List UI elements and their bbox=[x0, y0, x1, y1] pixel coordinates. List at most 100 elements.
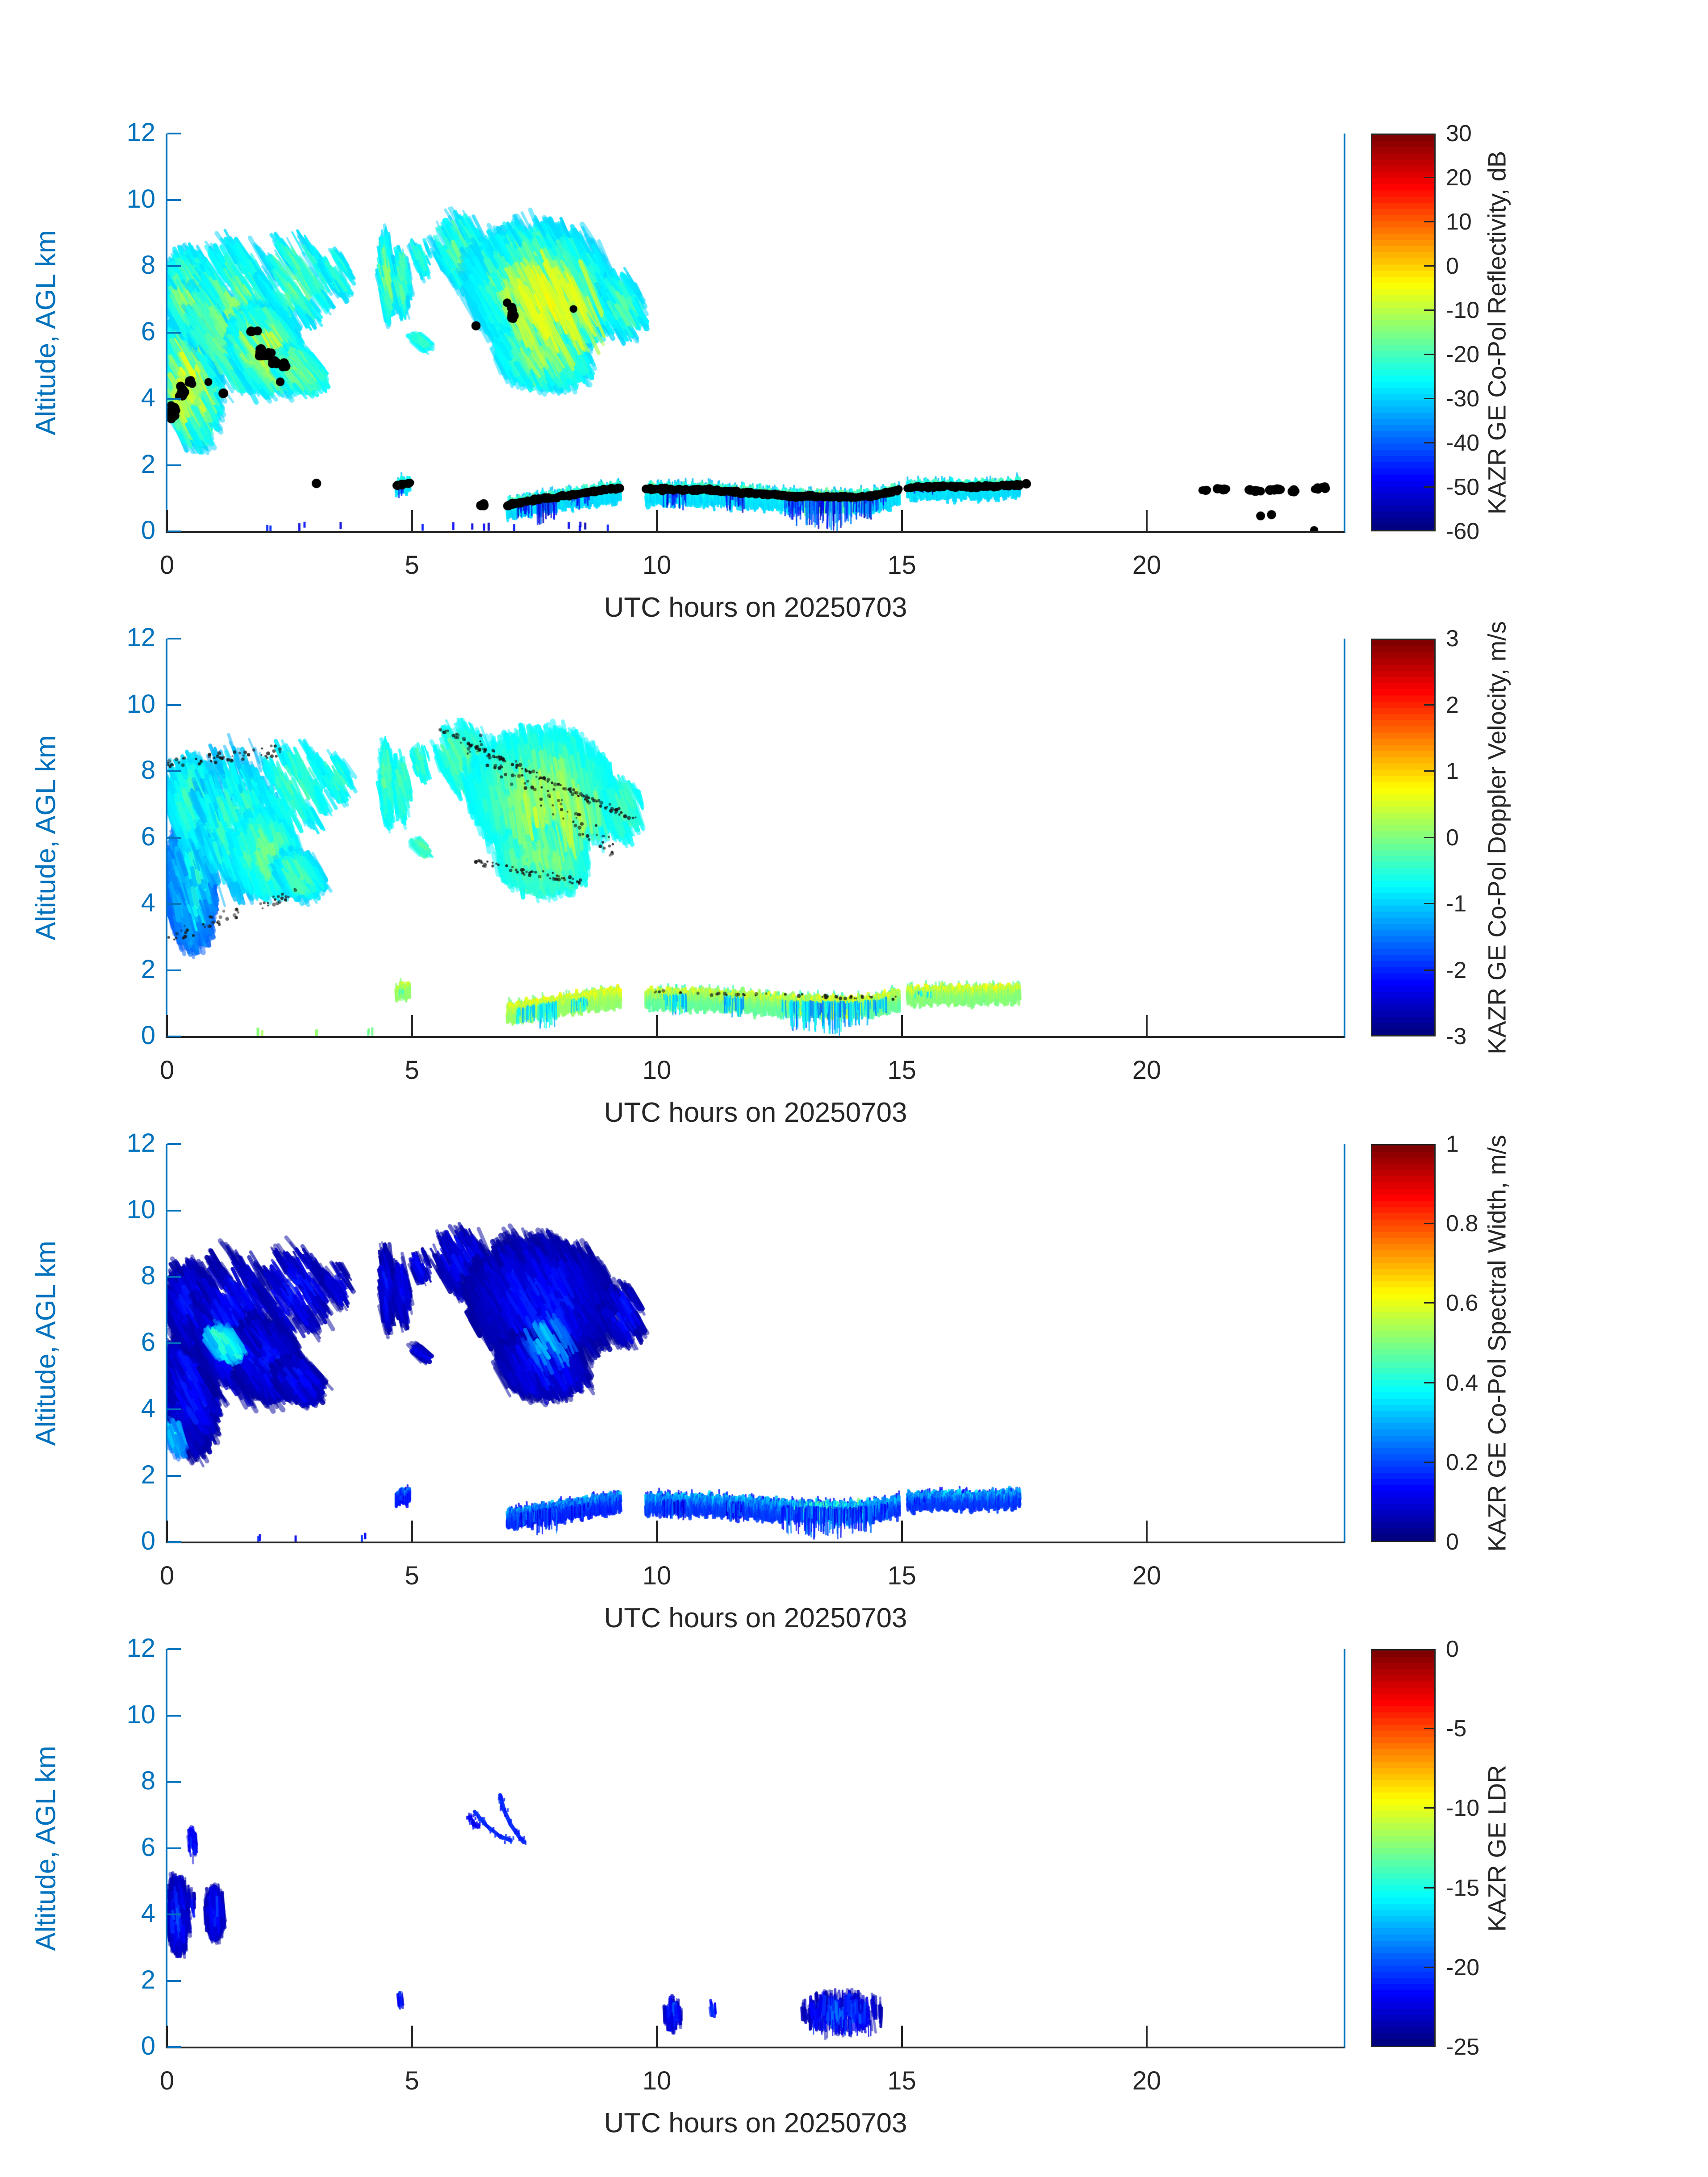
y-tick bbox=[167, 2046, 181, 2048]
x-tick-label: 0 bbox=[159, 1561, 175, 1590]
colorbar-doppler-velocity bbox=[1371, 639, 1436, 1036]
y-tick-label: 4 bbox=[141, 1899, 155, 1928]
y-tick-label: 2 bbox=[141, 954, 155, 984]
x-tick-label: 10 bbox=[642, 1056, 672, 1085]
x-tick bbox=[656, 1521, 658, 1542]
colorbar-tick bbox=[1424, 1966, 1434, 1968]
y-tick-label: 6 bbox=[141, 1832, 155, 1862]
x-tick bbox=[1146, 1015, 1148, 1036]
y-tick bbox=[167, 265, 181, 267]
y-tick bbox=[167, 1781, 181, 1783]
y-tick bbox=[167, 1914, 181, 1915]
y-tick-label: 4 bbox=[141, 383, 155, 412]
y-tick bbox=[167, 1209, 181, 1212]
colorbar-tick bbox=[1424, 398, 1434, 399]
x-axis-spine bbox=[166, 531, 1345, 533]
colorbar-tick-label: -5 bbox=[1446, 1716, 1467, 1742]
colorbar-tick bbox=[1424, 177, 1434, 178]
colorbar-tick-label: -20 bbox=[1446, 342, 1480, 368]
colorbar-tick-label: 0 bbox=[1446, 1636, 1459, 1662]
y-tick-label: 12 bbox=[126, 1128, 155, 1157]
y-tick bbox=[167, 1714, 181, 1717]
colorbar-tick-label: -50 bbox=[1446, 474, 1480, 500]
colorbar-tick-label: 0 bbox=[1446, 1529, 1459, 1555]
y-tick-label: 10 bbox=[126, 1700, 155, 1729]
ldr-heatmap bbox=[167, 1649, 1344, 2047]
x-tick-label: 15 bbox=[887, 1056, 916, 1085]
x-tick bbox=[656, 2026, 658, 2047]
colorbar-label-doppler-velocity: KAZR GE Co-Pol Doppler Velocity, m/s bbox=[1482, 621, 1511, 1054]
y-axis-label: Altitude, AGL km bbox=[30, 1745, 62, 1951]
y-tick bbox=[167, 1036, 181, 1037]
colorbar-tick bbox=[1424, 486, 1434, 488]
doppler-velocity-heatmap bbox=[167, 639, 1344, 1036]
colorbar-tick-label: -30 bbox=[1446, 386, 1480, 412]
spectral-width-heatmap bbox=[167, 1144, 1344, 1542]
colorbar-tick bbox=[1424, 1887, 1434, 1889]
colorbar-label-ldr: KAZR GE LDR bbox=[1482, 1764, 1511, 1932]
y-axis-spine-right bbox=[1344, 1649, 1345, 2048]
y-tick bbox=[167, 770, 181, 772]
x-tick bbox=[411, 510, 413, 531]
colorbar-tick-label: 1 bbox=[1446, 1131, 1459, 1157]
y-axis-spine-right bbox=[1344, 639, 1345, 1038]
y-tick-label: 6 bbox=[141, 822, 155, 851]
x-axis-label: UTC hours on 20250703 bbox=[604, 1097, 907, 1128]
x-tick bbox=[656, 510, 658, 531]
colorbar-tick bbox=[1424, 442, 1434, 443]
y-tick-label: 2 bbox=[141, 1965, 155, 1994]
x-axis-label: UTC hours on 20250703 bbox=[604, 1603, 907, 1634]
y-axis-spine-right bbox=[1344, 1144, 1345, 1543]
colorbar-tick-label: 0.4 bbox=[1446, 1370, 1478, 1396]
colorbar-tick-label: -25 bbox=[1446, 2034, 1480, 2060]
y-tick bbox=[167, 464, 181, 466]
x-tick bbox=[1146, 1521, 1148, 1542]
y-tick-label: 10 bbox=[126, 1195, 155, 1224]
x-tick-label: 5 bbox=[405, 551, 419, 580]
colorbar-tick-label: -2 bbox=[1446, 957, 1467, 983]
colorbar-tick bbox=[1424, 309, 1434, 311]
y-tick bbox=[167, 1648, 181, 1650]
x-tick-label: 20 bbox=[1132, 551, 1161, 580]
x-tick-label: 15 bbox=[887, 2066, 916, 2095]
colorbar-tick-label: 30 bbox=[1446, 121, 1472, 146]
y-tick-label: 0 bbox=[141, 1526, 155, 1555]
colorbar-tick bbox=[1424, 1807, 1434, 1809]
colorbar-reflectivity bbox=[1371, 134, 1436, 531]
colorbar-tick-label: -1 bbox=[1446, 891, 1467, 917]
colorbar-tick-label: 0 bbox=[1446, 824, 1459, 851]
x-tick-label: 0 bbox=[159, 551, 175, 580]
y-tick bbox=[167, 1847, 181, 1849]
x-tick bbox=[901, 2026, 903, 2047]
x-tick-label: 20 bbox=[1132, 1561, 1161, 1590]
y-tick-label: 10 bbox=[126, 184, 155, 213]
x-tick bbox=[411, 1015, 413, 1036]
y-tick bbox=[167, 1143, 181, 1145]
x-axis-spine bbox=[166, 1036, 1345, 1038]
x-tick-label: 10 bbox=[642, 1561, 672, 1590]
colorbar-tick-label: -10 bbox=[1446, 1795, 1480, 1822]
y-axis-spine-right bbox=[1344, 134, 1345, 533]
y-tick-label: 8 bbox=[141, 251, 155, 280]
x-tick bbox=[901, 1015, 903, 1036]
colorbar-tick bbox=[1424, 354, 1434, 355]
y-tick-label: 6 bbox=[141, 1327, 155, 1357]
colorbar-tick-label: 3 bbox=[1446, 626, 1459, 652]
y-tick bbox=[167, 836, 181, 839]
colorbar-tick bbox=[1424, 221, 1434, 222]
x-tick-label: 10 bbox=[642, 2066, 672, 2095]
y-tick-label: 12 bbox=[126, 118, 155, 147]
x-tick-label: 5 bbox=[405, 2066, 419, 2095]
y-tick-label: 8 bbox=[141, 1766, 155, 1795]
colorbar-tick-label: -15 bbox=[1446, 1875, 1480, 1901]
y-tick bbox=[167, 704, 181, 706]
y-tick bbox=[167, 398, 181, 400]
colorbar-tick-label: 0 bbox=[1446, 253, 1459, 279]
colorbar-tick bbox=[1424, 1302, 1434, 1304]
colorbar-ldr bbox=[1371, 1649, 1436, 2047]
x-tick-label: 15 bbox=[887, 551, 916, 580]
colorbar-tick-label: -60 bbox=[1446, 518, 1480, 544]
